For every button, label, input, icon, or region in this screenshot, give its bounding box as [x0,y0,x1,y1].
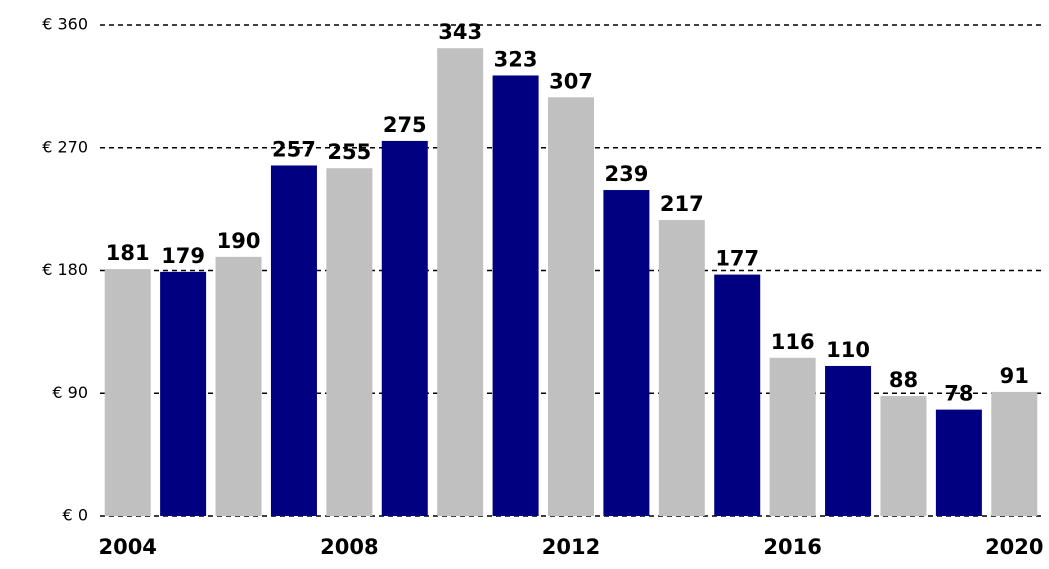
value-label: 257 [272,137,316,161]
value-label: 110 [826,338,870,362]
y-tick-label: € 90 [52,383,88,402]
value-label: 181 [106,241,150,265]
value-label: 91 [1000,364,1029,388]
value-label: 78 [944,382,973,406]
value-label: 179 [161,244,205,268]
bar [991,391,1038,516]
y-tick-label: € 0 [63,506,88,525]
value-label: 190 [217,229,261,253]
bar [603,190,650,516]
bar [160,271,207,516]
value-label: 323 [494,47,538,71]
bar [880,395,927,516]
value-label: 116 [771,330,815,354]
bar [215,256,262,516]
y-tick-label: € 360 [42,15,88,34]
y-tick-label: € 270 [42,137,88,156]
bar [381,140,428,517]
value-label: 255 [327,140,371,164]
value-label: 88 [889,368,918,392]
value-label: 307 [549,69,593,93]
bar [326,168,373,517]
value-label: 239 [604,162,648,186]
value-label: 343 [438,20,482,44]
value-label: 177 [715,247,759,271]
y-tick-label: € 180 [42,260,88,279]
x-tick-label: 2020 [985,535,1043,559]
bar [769,357,816,516]
x-tick-label: 2016 [763,535,821,559]
bar [935,409,982,516]
x-tick-label: 2008 [320,535,378,559]
bar [548,97,594,517]
x-tick-label: 2004 [98,535,156,559]
value-label: 217 [660,192,704,216]
bar [492,75,539,516]
bar [658,220,705,516]
bar [437,48,484,517]
bar [825,365,872,516]
x-tick-label: 2012 [542,535,600,559]
bar [104,269,151,516]
bar [270,165,317,516]
value-label: 275 [383,113,427,137]
bar [714,274,761,516]
